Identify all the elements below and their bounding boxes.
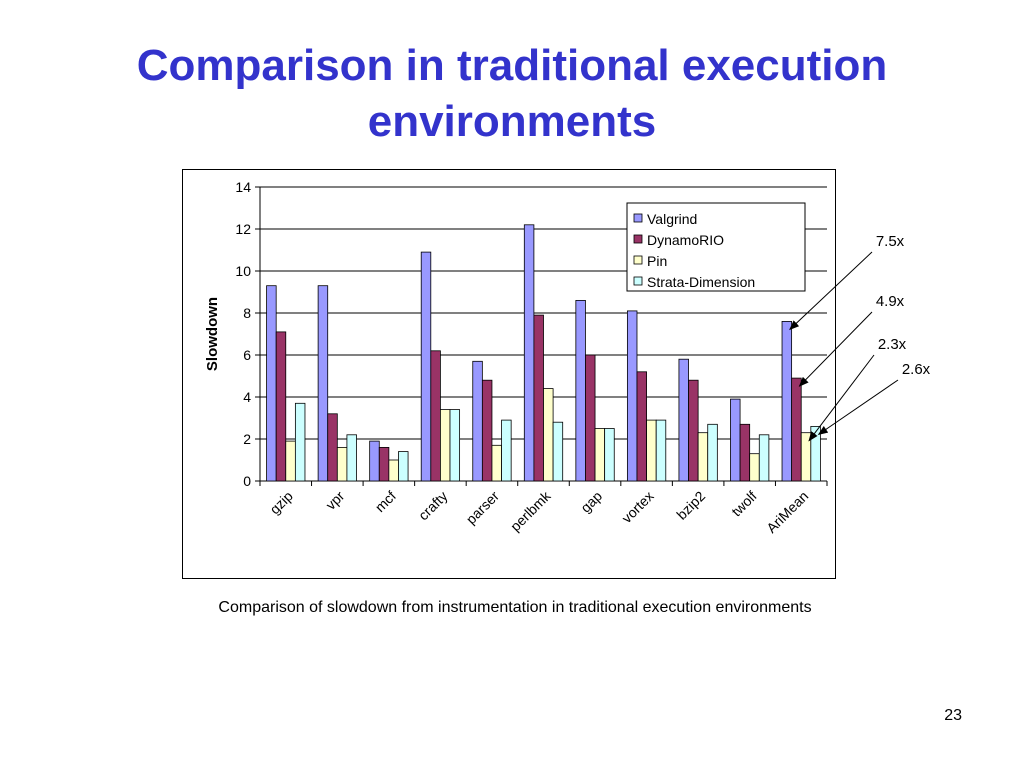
figure-caption: Comparison of slowdown from instrumentat… xyxy=(218,599,812,616)
bar-valgrind-twolf xyxy=(730,398,741,482)
bar-strata-dimension-vpr xyxy=(346,434,357,482)
x-category-label: bzip2 xyxy=(673,488,708,523)
bar-dynamorio-arimean xyxy=(791,377,802,482)
bar-strata-dimension-twolf xyxy=(758,434,770,482)
x-category-label: AriMean xyxy=(763,488,811,536)
bar-dynamorio-gzip xyxy=(275,331,287,482)
y-tick-label: 8 xyxy=(243,305,251,321)
y-tick-label: 4 xyxy=(243,389,251,405)
chart-frame: 0 2 4 6 8 10 12 14 Slowdown gzip vpr mcf crafty parse… xyxy=(182,169,836,579)
bar-pin-arimean xyxy=(800,432,812,482)
bar-valgrind-vortex xyxy=(626,310,638,482)
bar-strata-dimension-bzip2 xyxy=(707,423,718,482)
y-tick-label: 14 xyxy=(235,179,251,195)
y-axis-label: Slowdown xyxy=(204,297,221,371)
y-tick-label: 10 xyxy=(235,263,251,279)
bar-strata-dimension-arimean xyxy=(810,425,821,482)
x-category-label: twolf xyxy=(728,488,760,520)
bar-pin-mcf xyxy=(388,459,399,482)
bar-valgrind-parser xyxy=(472,360,483,482)
bar-dynamorio-parser xyxy=(481,379,493,482)
slide-title-line-2: environments xyxy=(367,97,657,146)
bar-dynamorio-vortex xyxy=(636,371,647,482)
bar-pin-vpr xyxy=(336,446,348,482)
legend-swatch-pin xyxy=(633,255,643,265)
legend-label: Pin xyxy=(647,253,667,269)
bar-dynamorio-perlbmk xyxy=(533,314,544,482)
bar-pin-twolf xyxy=(749,453,760,482)
y-tick-label: 6 xyxy=(243,347,251,363)
bar-strata-dimension-mcf xyxy=(398,451,409,482)
bar-pin-gzip xyxy=(285,440,296,482)
x-category-label: crafty xyxy=(415,488,451,524)
x-category-label: perlbmk xyxy=(507,487,554,534)
legend-label: Strata-Dimension xyxy=(647,274,755,290)
legend-swatch-strata-dimension xyxy=(633,276,643,286)
x-category-label: vpr xyxy=(322,488,347,513)
bar-pin-parser xyxy=(491,444,502,482)
legend-label: Valgrind xyxy=(647,211,697,227)
bar-valgrind-vpr xyxy=(317,285,329,482)
legend-swatch-dynamorio xyxy=(633,234,643,244)
bar-dynamorio-crafty xyxy=(430,350,441,482)
bar-strata-dimension-gzip xyxy=(294,402,306,482)
bar-valgrind-gap xyxy=(575,299,586,482)
speedup-annotation-label: 2.6x xyxy=(902,361,931,378)
legend-box xyxy=(626,202,806,292)
bar-pin-crafty xyxy=(440,409,451,482)
legend-swatch-valgrind xyxy=(633,213,643,223)
bar-valgrind-mcf xyxy=(369,440,380,482)
x-category-label: gzip xyxy=(266,488,296,518)
bar-pin-perlbmk xyxy=(543,388,554,482)
bar-strata-dimension-gap xyxy=(604,428,615,482)
bar-valgrind-bzip2 xyxy=(678,358,689,482)
x-category-label: parser xyxy=(463,488,503,528)
bar-strata-dimension-crafty xyxy=(449,409,461,482)
x-category-label: gap xyxy=(577,488,605,516)
bar-valgrind-gzip xyxy=(266,285,277,482)
y-tick-label: 12 xyxy=(235,221,251,237)
legend-label: DynamoRIO xyxy=(647,232,724,248)
y-tick-label: 2 xyxy=(243,431,251,447)
bar-strata-dimension-perlbmk xyxy=(552,421,564,482)
x-category-label: mcf xyxy=(372,488,399,515)
bar-valgrind-arimean xyxy=(781,320,793,482)
y-tick-label: 0 xyxy=(243,473,251,489)
slowdown-bar-chart: 0 2 4 6 8 10 12 14 Slowdown gzip vpr mcf crafty parse… xyxy=(204,179,828,536)
bar-dynamorio-mcf xyxy=(378,446,390,482)
bar-valgrind-crafty xyxy=(420,251,432,482)
speedup-annotation-label: 4.9x xyxy=(876,293,905,310)
bar-dynamorio-twolf xyxy=(739,423,751,482)
bar-strata-dimension-parser xyxy=(501,419,512,482)
slide-title-line-1: Comparison in traditional execution xyxy=(136,41,888,90)
speedup-annotation-label: 2.3x xyxy=(878,336,907,353)
page-number: 23 xyxy=(944,707,962,724)
bar-pin-vortex xyxy=(646,419,657,482)
bar-strata-dimension-vortex xyxy=(655,419,667,482)
speedup-annotation-label: 7.5x xyxy=(876,233,905,250)
x-category-label: vortex xyxy=(618,488,656,526)
bar-pin-bzip2 xyxy=(697,432,709,482)
bar-dynamorio-vpr xyxy=(327,413,338,482)
bar-dynamorio-bzip2 xyxy=(688,379,699,482)
bar-pin-gap xyxy=(594,428,606,482)
slide-title: Comparison in traditional execution envi… xyxy=(0,38,1024,150)
bar-valgrind-perlbmk xyxy=(523,224,535,482)
bar-dynamorio-gap xyxy=(585,354,596,482)
